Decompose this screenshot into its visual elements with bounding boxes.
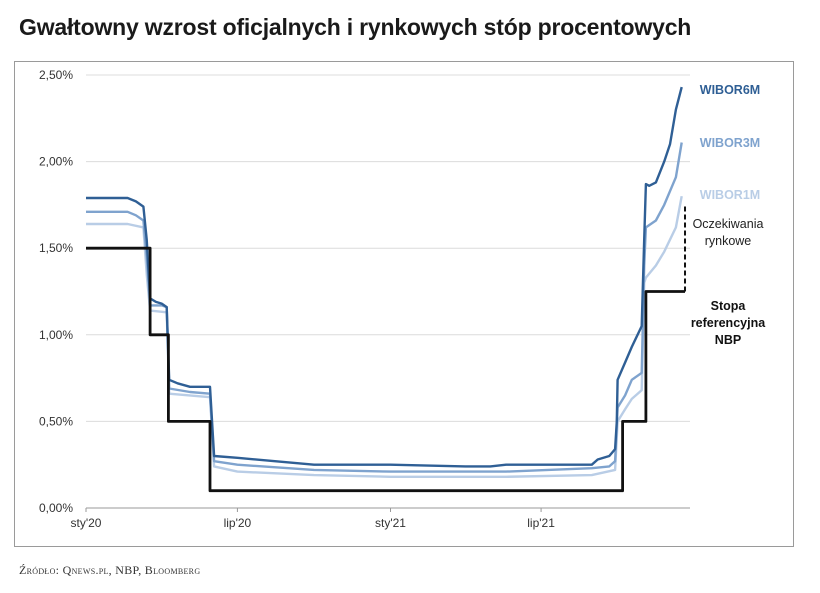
y-tick-label: 0,00% [39,501,73,515]
chart-title: Gwałtowny wzrost oficjalnych i rynkowych… [19,14,692,40]
label-expectations: Oczekiwania rynkowe [693,217,764,248]
y-tick-label: 1,00% [39,328,73,342]
label-nbp-rate: Stopa referencyjna NBP [691,299,766,347]
annotations: WIBOR6M WIBOR3M WIBOR1M Oczekiwania rynkowe S… [684,83,766,347]
y-axis-ticks: 0,00% 0,50% 1,00% 1,50% 2,00% 2,50% [39,68,73,515]
x-tick-label: sty'20 [71,516,102,530]
series-line-wibor6m [86,86,683,468]
y-tick-label: 0,50% [39,414,73,428]
x-axis-ticks: sty'20 lip'20 sty'21 lip'21 [71,508,555,530]
x-tick-label: lip'20 [224,516,252,530]
label-wibor3m: WIBOR3M [700,136,760,150]
series-line-stopa-referencyjna-nbp [86,246,685,493]
x-tick-label: lip'21 [527,516,555,530]
series-lines [86,86,685,493]
y-tick-label: 2,50% [39,68,73,82]
series-line-wibor1m [86,195,683,478]
y-tick-label: 2,00% [39,155,73,169]
label-wibor1m: WIBOR1M [700,188,760,202]
label-wibor6m: WIBOR6M [700,83,760,97]
x-tick-label: sty'21 [375,516,406,530]
source-note: Źródło: Qnews.pl, NBP, Bloomberg [19,563,201,577]
chart-frame [14,61,794,547]
grid-lines [86,74,690,509]
y-tick-label: 1,50% [39,241,73,255]
